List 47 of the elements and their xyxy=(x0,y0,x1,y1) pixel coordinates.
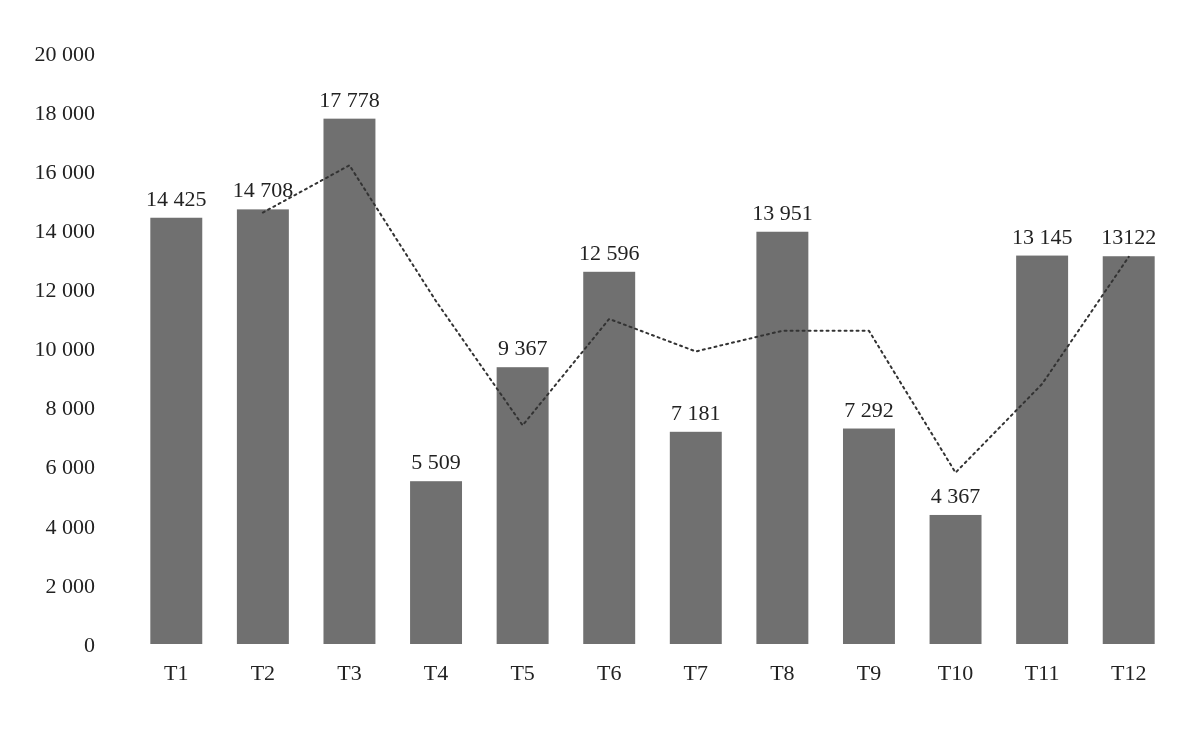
x-tick-label: T6 xyxy=(596,660,622,685)
data-label: 5 509 xyxy=(411,449,461,475)
data-label: 7 181 xyxy=(671,399,721,425)
bar xyxy=(410,481,463,644)
x-tick-label: T10 xyxy=(937,660,974,685)
bar xyxy=(842,428,895,644)
x-tick-label: T2 xyxy=(250,660,276,685)
y-tick-label: 10 000 xyxy=(34,336,95,362)
data-label: 7 292 xyxy=(844,396,894,422)
data-label: 14 425 xyxy=(146,185,207,211)
data-label: 9 367 xyxy=(497,335,548,361)
bar xyxy=(929,514,982,644)
x-tick-label: T3 xyxy=(337,660,362,685)
data-label: 14 708 xyxy=(232,177,294,203)
data-label: 13 145 xyxy=(1011,223,1073,249)
y-tick-label: 16 000 xyxy=(34,158,95,184)
data-label: 4 367 xyxy=(930,482,981,508)
y-tick-label: 18 000 xyxy=(34,99,95,125)
y-tick-label: 6 000 xyxy=(45,454,95,480)
bar xyxy=(323,118,376,644)
bar xyxy=(150,217,203,644)
data-label: 17 778 xyxy=(319,86,380,112)
x-tick-label: T4 xyxy=(423,660,449,685)
bar xyxy=(1016,255,1069,644)
x-tick-label: T11 xyxy=(1024,660,1060,685)
data-label: 12 596 xyxy=(578,239,640,265)
y-tick-label: 14 000 xyxy=(34,218,95,243)
y-tick-label: 2 000 xyxy=(45,572,95,598)
bar xyxy=(583,271,636,644)
x-tick-label: T8 xyxy=(770,660,795,685)
bar xyxy=(756,231,809,644)
y-tick-label: 0 xyxy=(84,631,95,657)
bar xyxy=(496,367,549,644)
x-tick-label: T7 xyxy=(683,660,709,685)
x-tick-label: T12 xyxy=(1110,660,1147,685)
y-tick-label: 12 000 xyxy=(34,277,95,303)
bar xyxy=(236,209,289,644)
data-label: 13 951 xyxy=(752,199,813,225)
x-tick-label: T5 xyxy=(510,660,535,685)
x-tick-label: T9 xyxy=(856,660,882,685)
bar xyxy=(1102,256,1155,644)
x-tick-label: T1 xyxy=(164,660,189,685)
data-label: 13122 xyxy=(1101,224,1157,250)
y-tick-label: 4 000 xyxy=(45,513,95,539)
y-tick-label: 8 000 xyxy=(45,395,95,421)
bar xyxy=(669,431,722,644)
y-tick-label: 20 000 xyxy=(34,40,95,66)
